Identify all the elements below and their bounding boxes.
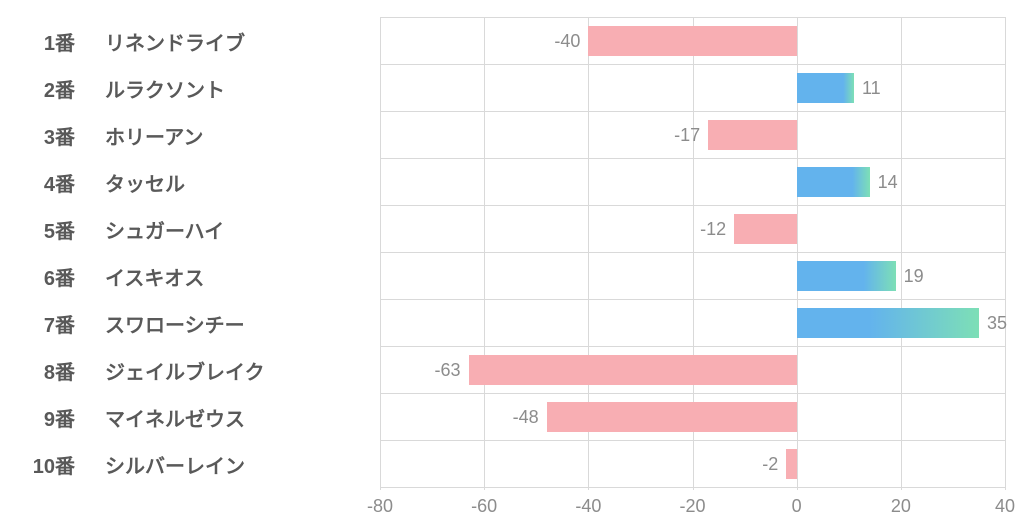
row-name: シュガーハイ (105, 215, 224, 244)
bar-negative (469, 355, 797, 385)
row-number: 5番 (44, 215, 75, 244)
value-label: 35 (987, 313, 1007, 334)
row-name: ルラクソント (105, 74, 225, 103)
value-label: 11 (862, 78, 881, 99)
x-tick-label: -20 (679, 496, 705, 517)
row-number: 6番 (44, 262, 75, 291)
bar-positive (797, 167, 870, 197)
x-tick-label: 0 (792, 496, 802, 517)
bar-positive (797, 261, 896, 291)
bar-negative (547, 402, 797, 432)
value-label: -63 (435, 360, 461, 381)
row-line (380, 440, 1005, 441)
row-number: 9番 (44, 403, 75, 432)
row-line (380, 158, 1005, 159)
row-number: 10番 (33, 450, 75, 479)
x-tick-label: 40 (995, 496, 1015, 517)
value-label: -40 (554, 31, 580, 52)
row-line (380, 205, 1005, 206)
row-number: 2番 (44, 74, 75, 103)
row-number: 1番 (44, 27, 75, 56)
value-label: -2 (762, 454, 778, 475)
row-line (380, 346, 1005, 347)
x-tick-label: -60 (471, 496, 497, 517)
row-name: イスキオス (105, 262, 204, 291)
row-name: タッセル (105, 168, 185, 197)
row-name: マイネルゼウス (105, 403, 245, 432)
x-tick-label: -80 (367, 496, 393, 517)
row-name: シルバーレイン (105, 450, 245, 479)
grid-line (1005, 17, 1006, 490)
value-label: 14 (878, 172, 898, 193)
row-number: 7番 (44, 309, 75, 338)
bar-negative (588, 26, 796, 56)
bar-positive (797, 73, 854, 103)
value-label: -12 (700, 219, 726, 240)
bar-negative (786, 449, 796, 479)
value-label: 19 (904, 266, 924, 287)
row-name: ホリーアン (105, 121, 203, 150)
row-name: リネンドライブ (105, 27, 245, 56)
row-line (380, 393, 1005, 394)
row-number: 4番 (44, 168, 75, 197)
row-line (380, 17, 1005, 18)
plot-area: -40 11 -17 14 -12 19 35 -63 -48 -2 (380, 17, 1005, 490)
bar-positive (797, 308, 979, 338)
row-line (380, 252, 1005, 253)
x-tick-label: -40 (575, 496, 601, 517)
row-line (380, 111, 1005, 112)
row-name: スワローシチー (105, 309, 245, 338)
row-name: ジェイルブレイク (105, 356, 265, 385)
chart-root: -40 11 -17 14 -12 19 35 -63 -48 -2 1番 リネンドライブ 2番 ルラクソ… (0, 0, 1022, 522)
row-line (380, 64, 1005, 65)
row-number: 8番 (44, 356, 75, 385)
x-tick-label: 20 (891, 496, 911, 517)
value-label: -17 (674, 125, 700, 146)
value-label: -48 (513, 407, 539, 428)
bar-negative (734, 214, 797, 244)
row-number: 3番 (44, 121, 75, 150)
row-line (380, 487, 1005, 488)
grid-line (484, 17, 485, 490)
grid-line (901, 17, 902, 490)
row-line (380, 299, 1005, 300)
grid-line (380, 17, 381, 490)
bar-negative (708, 120, 797, 150)
